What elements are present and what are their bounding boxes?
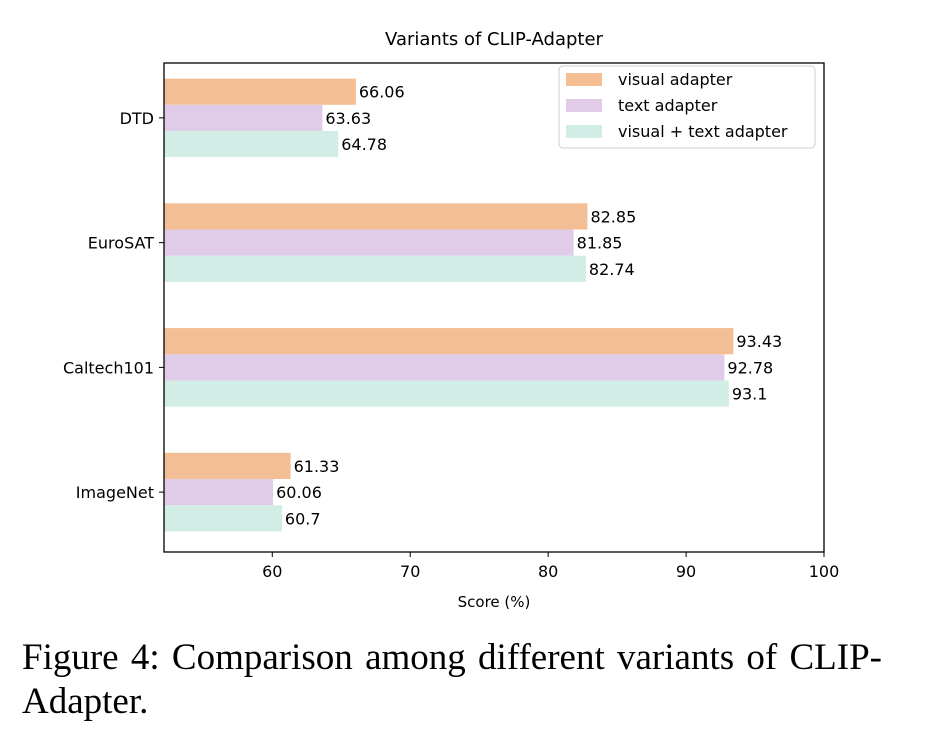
bar-value-label: 60.06 <box>276 483 322 502</box>
bar <box>164 479 274 506</box>
legend-label: visual + text adapter <box>618 122 788 141</box>
bar-value-label: 61.33 <box>294 457 340 476</box>
bar-value-label: 66.06 <box>359 83 405 102</box>
bar-chart: Variants of CLIP-Adapter 66.06 63.63 64.78… <box>63 29 840 611</box>
legend-label: visual adapter <box>618 70 733 89</box>
y-tick-label: EuroSAT <box>88 234 154 253</box>
figure-caption: Figure 4: Comparison among different var… <box>22 637 882 722</box>
y-tick-label: DTD <box>120 109 154 128</box>
bar-value-label: 60.7 <box>285 509 321 528</box>
x-tick-label: 100 <box>809 562 840 581</box>
bar <box>164 452 291 480</box>
legend: visual adapter text adapter visual + text … <box>558 65 816 149</box>
bar <box>164 255 586 282</box>
bar <box>164 104 323 131</box>
bar <box>164 505 282 532</box>
y-tick-label: ImageNet <box>76 483 154 502</box>
bar-value-label: 93.1 <box>732 385 768 404</box>
y-tick-label: Caltech101 <box>63 358 154 377</box>
bar <box>164 78 356 105</box>
chart-title: Variants of CLIP-Adapter <box>385 29 603 50</box>
bar <box>164 229 574 256</box>
bar-value-label: 82.85 <box>590 207 636 226</box>
bar <box>164 380 729 407</box>
bar-value-label: 64.78 <box>341 135 387 154</box>
bar-value-label: 82.74 <box>589 260 635 279</box>
legend-swatch <box>566 73 602 86</box>
x-tick-label: 60 <box>262 562 282 581</box>
plot-frame <box>163 62 825 553</box>
bar-value-label: 92.78 <box>727 358 773 377</box>
bar <box>164 203 588 230</box>
legend-swatch <box>566 125 602 138</box>
bar <box>164 328 734 355</box>
bar-value-label: 81.85 <box>577 234 623 253</box>
bar <box>164 354 725 381</box>
x-axis-label: Score (%) <box>458 593 531 611</box>
bar-value-label: 63.63 <box>325 109 371 128</box>
x-tick-label: 80 <box>538 562 558 581</box>
legend-label: text adapter <box>618 96 718 115</box>
legend-box <box>558 65 816 149</box>
x-tick-label: 90 <box>676 562 696 581</box>
bar-value-label: 93.43 <box>736 332 782 351</box>
legend-swatch <box>566 99 602 112</box>
x-tick-label: 70 <box>400 562 420 581</box>
bar <box>164 130 339 158</box>
